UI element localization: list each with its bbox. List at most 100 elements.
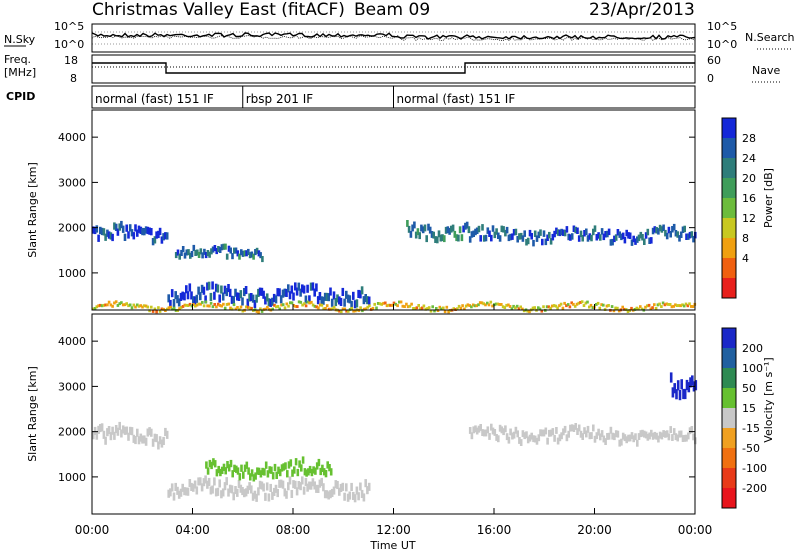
velocity-cell <box>245 461 249 469</box>
velocity-cell <box>146 428 150 437</box>
power-cell <box>276 305 280 308</box>
power-cell <box>143 304 146 308</box>
power-cell <box>290 285 294 294</box>
velocity-cell <box>567 430 570 438</box>
velocity-cell <box>329 490 332 499</box>
power-cell <box>579 301 582 304</box>
velocity-cell <box>685 379 689 391</box>
power-cell <box>651 227 655 235</box>
power-cell <box>510 307 514 311</box>
velocity-cell <box>678 390 682 401</box>
cpid-label: CPID <box>6 90 35 103</box>
power-cell <box>583 230 586 237</box>
power-cell <box>558 304 561 308</box>
power-cell <box>125 224 128 232</box>
noise-right-label: N.Search <box>745 31 795 44</box>
power-cell <box>320 303 324 307</box>
power-cell <box>113 222 116 230</box>
velocity-cell <box>691 375 694 386</box>
power-cell <box>266 305 269 309</box>
power-cell <box>218 294 221 303</box>
power-cell <box>477 225 481 233</box>
power-colorbar-swatch <box>722 198 736 218</box>
velocity-cell <box>253 490 257 499</box>
power-cell <box>257 250 261 257</box>
velocity-cell <box>136 428 139 437</box>
power-cell <box>472 230 475 237</box>
power-cell <box>588 233 592 240</box>
power-cell <box>206 304 209 308</box>
velocity-cell <box>208 459 212 468</box>
velocity-cell <box>315 462 319 470</box>
power-cell <box>209 292 213 301</box>
power-cell <box>378 302 382 306</box>
power-cell <box>155 231 158 239</box>
power-cell <box>514 228 518 236</box>
velocity-cell <box>620 438 623 446</box>
nave-label: Nave <box>752 64 780 77</box>
power-cell <box>202 286 206 295</box>
velocity-cell <box>281 480 285 489</box>
power-cell <box>213 245 217 252</box>
velocity-cell <box>319 467 322 476</box>
power-cell <box>345 309 348 313</box>
power-cell <box>580 300 584 304</box>
power-cell <box>690 305 693 308</box>
power-cell <box>396 304 399 308</box>
power-cell <box>255 247 259 254</box>
velocity-cell <box>621 432 625 440</box>
velocity-cell <box>123 426 127 435</box>
power-cell <box>461 304 464 308</box>
velocity-cell <box>479 424 482 431</box>
velocity-cell <box>676 434 679 442</box>
power-cell <box>643 238 646 245</box>
velocity-cell <box>151 438 155 447</box>
velocity-cell <box>246 485 250 494</box>
power-cell <box>439 234 443 242</box>
velocity-cell <box>301 476 304 485</box>
power-cell <box>405 302 408 306</box>
power-cell <box>334 298 338 307</box>
power-cell <box>92 307 95 311</box>
power-cell <box>211 246 215 253</box>
velocity-cell <box>162 436 165 445</box>
power-cell <box>579 230 583 238</box>
velocity-cell <box>611 432 614 440</box>
velocity-cell <box>681 435 685 442</box>
velocity-cell <box>523 432 526 440</box>
power-cell <box>189 252 192 259</box>
velocity-cell <box>680 379 683 390</box>
power-cell <box>222 243 225 250</box>
power-cell <box>544 238 548 246</box>
velocity-cell <box>504 425 507 433</box>
power-cell <box>345 290 348 299</box>
noise-right-tick-low: 10^0 <box>707 38 737 51</box>
power-cell <box>176 295 179 304</box>
power-cell <box>679 304 682 308</box>
noise-left-label: N.Sky <box>4 33 36 46</box>
power-cell <box>107 231 111 239</box>
power-cell <box>234 307 238 311</box>
power-cell <box>332 291 336 300</box>
power-cell <box>505 226 509 234</box>
velocity-cell <box>497 435 500 443</box>
power-cell <box>211 281 214 290</box>
power-cell <box>148 227 151 235</box>
velocity-cell <box>279 479 283 488</box>
power-cell <box>92 226 95 234</box>
power-cell <box>141 227 144 236</box>
power-cell <box>671 226 674 233</box>
power-cell <box>278 307 281 311</box>
power-cell <box>144 226 148 234</box>
velocity-cell <box>581 433 584 440</box>
power-cell <box>155 310 158 314</box>
velocity-cell <box>346 493 350 502</box>
velocity-cell <box>132 434 136 443</box>
power-cell <box>394 302 398 306</box>
power-cell <box>458 226 462 234</box>
power-cell <box>215 305 218 309</box>
noise-sky-line <box>91 32 696 40</box>
power-cell <box>141 305 144 309</box>
velocity-colorbar-tick-label: -100 <box>742 462 767 475</box>
power-cell <box>665 232 669 240</box>
